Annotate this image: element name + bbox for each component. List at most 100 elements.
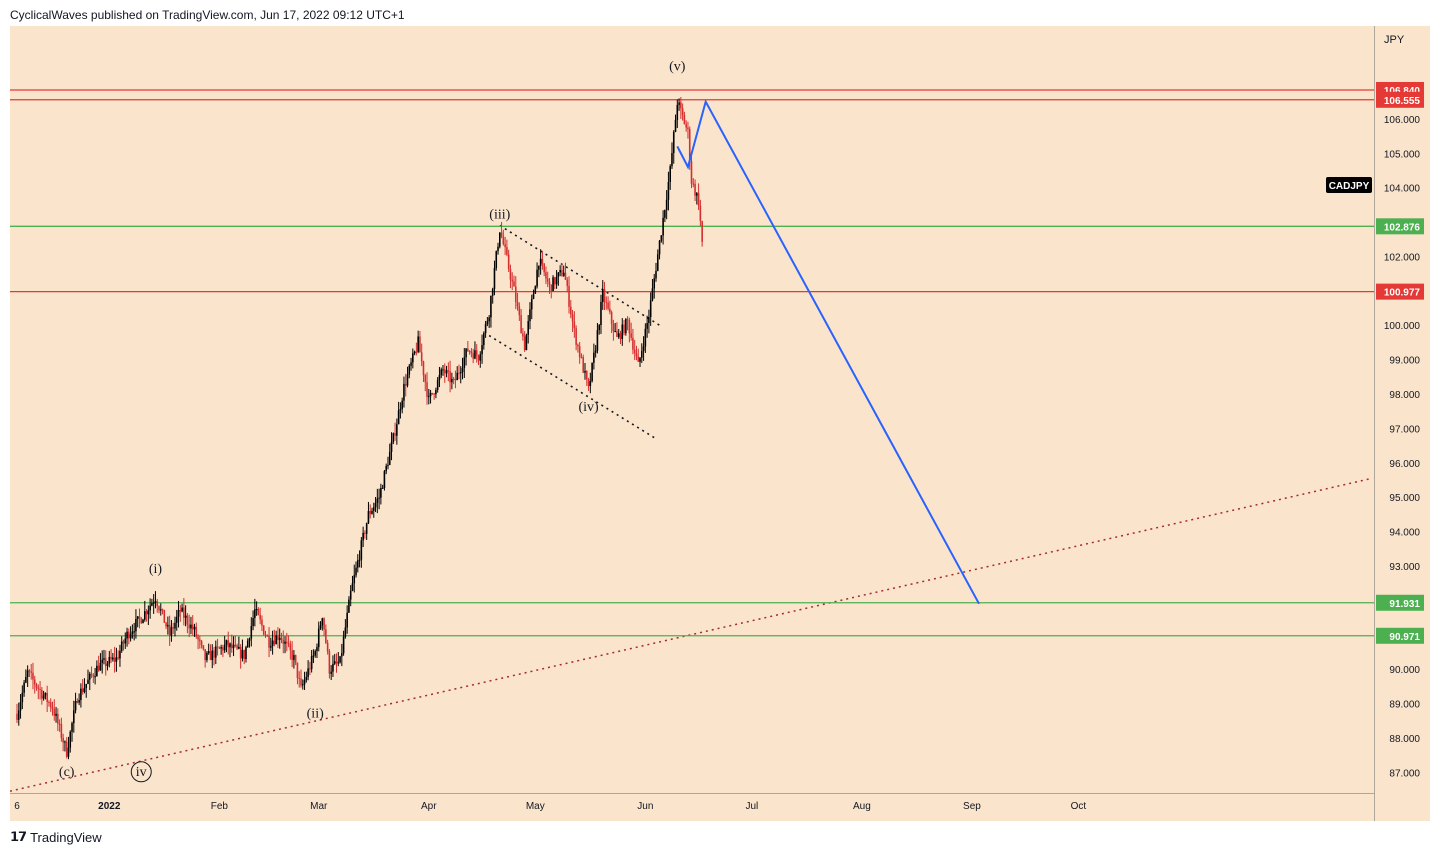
candle-body — [522, 333, 524, 337]
candle-body — [600, 301, 602, 326]
candle-body — [484, 323, 487, 334]
candle-body — [573, 321, 576, 329]
candle-body — [369, 511, 372, 514]
candle-body — [94, 676, 96, 678]
candle-body — [271, 640, 274, 647]
y-tick-label: 87.000 — [1389, 768, 1420, 779]
footer-brand[interactable]: TradingView — [30, 829, 102, 845]
candle-body — [419, 336, 421, 353]
level-badge — [1376, 627, 1424, 644]
candle-body — [365, 523, 368, 534]
tradingview-logo-icon[interactable]: 𝟭𝟳 — [10, 829, 27, 844]
x-tick-label: Sep — [963, 801, 981, 812]
candle-body — [193, 626, 196, 630]
candle-body — [161, 609, 164, 611]
publisher-header: CyclicalWaves published on TradingView.c… — [10, 8, 405, 22]
candle-body — [65, 741, 68, 757]
candle-body — [372, 507, 375, 511]
candle-body — [332, 663, 334, 672]
candle-body — [385, 465, 387, 472]
candle-body — [451, 378, 453, 383]
candle-body — [461, 368, 464, 373]
level-badge-label: 90.971 — [1389, 632, 1420, 643]
wave-label[interactable]: (iii) — [489, 208, 510, 223]
chart-plot-area[interactable] — [10, 26, 1430, 821]
y-tick-label: 97.000 — [1389, 424, 1420, 435]
candle-body — [681, 108, 684, 116]
candle-body — [168, 624, 171, 636]
wave-label[interactable]: (v) — [669, 60, 686, 75]
wave-label[interactable]: (i) — [149, 562, 163, 577]
candle-body — [692, 183, 695, 185]
candle-body — [683, 115, 686, 125]
candle-body — [211, 650, 214, 661]
candle-body — [422, 361, 425, 376]
candle-body — [110, 656, 112, 660]
candle-body — [541, 258, 544, 264]
candle-body — [578, 346, 581, 358]
candle-body — [287, 642, 290, 645]
wave-label[interactable]: (c) — [59, 765, 75, 780]
candle-body — [548, 281, 551, 285]
wave-label[interactable]: (iv) — [578, 400, 599, 415]
candle-body — [621, 324, 624, 340]
candle-body — [317, 628, 320, 648]
candle-body — [261, 619, 263, 626]
x-tick-label: Apr — [421, 801, 437, 812]
candle-body — [71, 723, 73, 732]
candle-body — [357, 560, 359, 568]
candle-body — [367, 511, 370, 524]
candle-body — [39, 688, 41, 690]
candle-body — [664, 210, 666, 218]
symbol-badge-text: CADJPY — [1329, 181, 1370, 192]
candle-body — [500, 232, 503, 237]
candle-body — [669, 166, 671, 182]
candle-body — [410, 362, 412, 366]
candle-body — [481, 345, 483, 355]
projection-path[interactable] — [676, 99, 980, 605]
candle-body — [491, 288, 494, 296]
candle-body — [108, 656, 111, 664]
candle-body — [642, 346, 645, 352]
wave-label[interactable]: (ii) — [307, 706, 324, 721]
candle-body — [479, 354, 482, 361]
candle-body — [158, 606, 160, 611]
candle-body — [179, 610, 182, 612]
candle-body — [246, 640, 249, 648]
support-trendline[interactable] — [9, 478, 1371, 792]
channel-line[interactable] — [499, 224, 660, 326]
candle-body — [305, 677, 308, 680]
candle-body — [147, 610, 150, 615]
candle-body — [97, 665, 100, 671]
wave-label[interactable]: iv — [136, 765, 147, 780]
candle-body — [566, 279, 569, 286]
channel-line[interactable] — [488, 334, 657, 440]
candle-body — [122, 641, 125, 644]
candle-body — [687, 127, 689, 130]
candle-body — [525, 334, 528, 351]
candle-body — [458, 372, 460, 374]
candle-body — [117, 657, 119, 659]
candle-body — [170, 627, 173, 636]
candle-body — [655, 270, 657, 279]
candle-body — [195, 626, 198, 637]
candle-body — [610, 312, 613, 324]
candle-body — [617, 333, 620, 337]
candle-body — [104, 658, 107, 667]
candle-body — [561, 270, 563, 276]
y-tick-label: 104.000 — [1384, 184, 1421, 195]
candle-body — [323, 618, 325, 630]
candle-body — [73, 710, 75, 724]
candle-body — [106, 663, 109, 667]
candle-body — [442, 369, 444, 371]
candle-body — [248, 638, 251, 641]
candle-body — [270, 646, 272, 648]
candle-body — [612, 323, 615, 332]
candle-body — [163, 609, 166, 623]
candle-body — [278, 637, 281, 640]
candle-body — [60, 724, 63, 738]
candle-body — [284, 641, 286, 644]
candle-body — [264, 634, 267, 636]
candle-body — [520, 315, 522, 334]
